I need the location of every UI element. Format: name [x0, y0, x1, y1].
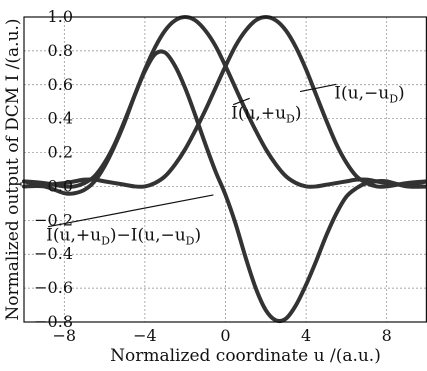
annotation-label-1: I(u,−uD): [334, 83, 404, 105]
y-tick-label: 0.4: [48, 109, 73, 128]
x-tick-label: −8: [53, 326, 77, 345]
x-tick-label: 8: [382, 326, 392, 345]
annotations: I(u,+uD) I(u,−uD) I(u,+uD)−I(u,−uD): [46, 83, 405, 247]
y-tick-label: 0.6: [48, 75, 73, 94]
x-tick-label: −4: [133, 326, 157, 345]
series-layer: [22, 15, 427, 324]
y-axis-label: Normalized output of DCM I /(a.u.): [3, 18, 23, 320]
y-tick-label: −0.4: [34, 244, 73, 263]
y-tick-labels: −0.8 −0.6 −0.4 −0.2 0.0 0.2 0.4 0.6 0.8 1.0: [34, 7, 73, 331]
y-tick-label: −0.2: [34, 210, 73, 229]
y-tick-label: 1.0: [48, 7, 73, 26]
x-tick-label: 4: [301, 326, 311, 345]
annotation-label-2: I(u,+uD)−I(u,−uD): [46, 226, 201, 248]
x-tick-labels: −8 −4 0 4 8: [53, 326, 392, 345]
series-line-1: [22, 15, 427, 189]
annotation-label-0: I(u,+uD): [231, 104, 301, 126]
annotation-leader-0: [232, 97, 250, 106]
series-line-2: [22, 49, 427, 324]
y-tick-label: −0.6: [34, 278, 73, 297]
annotation-leader-2: [48, 194, 214, 228]
plot-frame: [23, 16, 427, 323]
y-tick-label: −0.8: [34, 312, 73, 331]
x-tick-label: 0: [220, 326, 230, 345]
x-axis-label: Normalized coordinate u /(a.u.): [110, 346, 381, 366]
y-tick-label: 0.8: [48, 41, 73, 60]
y-tick-label: 0.0: [48, 176, 73, 195]
annotation-leader-1: [299, 83, 337, 93]
y-tick-label: 0.2: [48, 143, 73, 162]
annotation-leaders: [48, 83, 337, 228]
